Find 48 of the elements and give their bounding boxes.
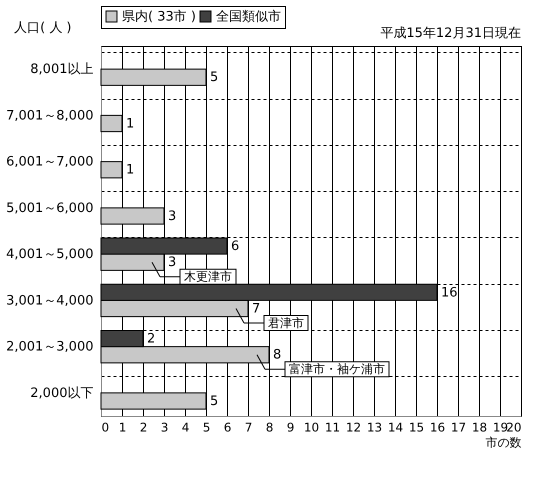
x-tick-label: 17 [450,420,466,434]
data-label: 1 [126,116,134,132]
x-tick-label: 15 [408,420,424,434]
data-label: 16 [441,285,458,300]
data-label: 5 [210,394,218,409]
y-tick-label: 3,001～4,000 [6,293,94,308]
y-tick-label: 7,001～8,000 [6,108,94,124]
x-tick-label: 18 [472,420,488,434]
y-tick-label: 4,001～5,000 [6,247,94,262]
x-tick-label: 11 [324,420,340,434]
y-tick-label: 8,001以上 [30,62,94,78]
annotation: 富津市・袖ケ浦市 [289,362,385,376]
data-label: 7 [252,301,260,316]
x-tick-label: 6 [224,420,232,434]
y-axis-title: 人口( 人 ) [14,20,72,36]
x-tick-label: 13 [366,420,382,434]
x-tick-label: 2 [140,420,148,434]
x-tick-label: 16 [430,420,446,434]
y-tick-label: 5,001～6,000 [6,200,94,216]
x-tick-label: 0 [102,420,110,434]
x-tick-label: 10 [304,420,320,434]
annotation: 木更津市 [184,270,232,284]
x-tick-label: 5 [202,420,210,434]
x-tick-label: 3 [160,420,168,434]
legend-label: 全国類似市 [216,10,281,25]
x-tick-label: 8 [266,420,274,434]
x-tick-label: 4 [182,420,190,434]
x-tick-label: 20 [506,420,522,434]
data-label: 3 [168,255,176,270]
x-tick-label: 14 [388,420,404,434]
x-tick-label: 19 [492,420,508,434]
data-label: 6 [231,239,240,254]
data-label: 3 [168,208,176,224]
legend-label: 県内( 33市 ) [122,10,196,25]
data-label: 1 [126,162,134,178]
y-tick-label: 2,000以下 [30,386,94,401]
x-tick-label: 9 [286,420,294,434]
data-label: 5 [210,70,218,86]
data-label: 2 [147,332,156,347]
chart-subtitle: 平成15年12月31日現在 [380,26,521,41]
y-tick-label: 6,001～7,000 [6,154,94,170]
annotation: 君津市 [268,316,304,330]
data-label: 8 [273,348,282,363]
x-tick-label: 7 [244,420,252,434]
y-tick-label: 2,001～3,000 [6,340,94,355]
x-tick-label: 1 [118,420,126,434]
x-tick-label: 12 [346,420,362,434]
x-axis-title: 市の数 [486,436,522,450]
